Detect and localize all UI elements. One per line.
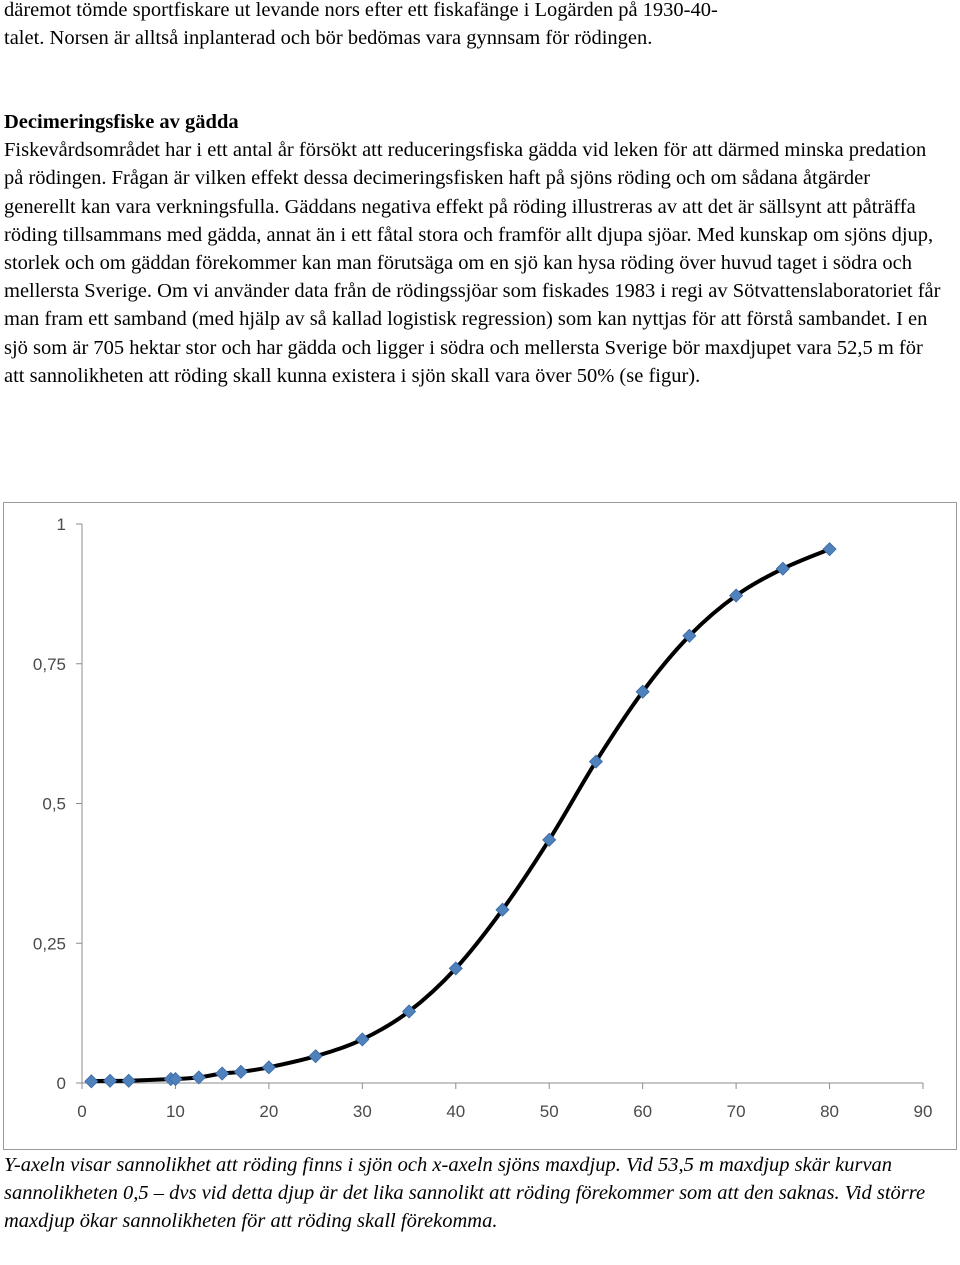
data-point-marker: [495, 902, 510, 917]
data-point-marker: [401, 1004, 417, 1019]
x-tick-label: 60: [633, 1102, 652, 1121]
data-point-marker: [729, 588, 744, 603]
x-tick-label: 50: [540, 1102, 559, 1121]
x-tick-label: 70: [727, 1102, 746, 1121]
data-point-marker: [355, 1032, 370, 1047]
x-tick-label: 80: [820, 1102, 839, 1121]
marker-layer: [84, 542, 837, 1089]
data-point-marker: [168, 1072, 183, 1087]
intro-line-1: däremot tömde sportfiskare ut levande no…: [4, 0, 718, 21]
x-tick-label: 10: [166, 1102, 185, 1121]
data-point-marker: [588, 754, 604, 769]
axes: [76, 523, 924, 1089]
y-tick-label: 0,25: [33, 934, 66, 953]
data-point-marker: [121, 1073, 136, 1088]
x-tick-label: 40: [446, 1102, 465, 1121]
data-point-marker: [84, 1074, 99, 1089]
x-tick-label: 90: [914, 1102, 933, 1121]
data-point-marker: [635, 684, 650, 699]
logistic-curve: [89, 547, 832, 1084]
y-tick-label: 0: [57, 1074, 66, 1093]
data-point-marker: [308, 1049, 323, 1064]
y-tick-label: 1: [57, 515, 66, 534]
data-point-marker: [448, 961, 463, 976]
curve-layer: [89, 547, 832, 1084]
section-heading: Decimeringsfiske av gädda: [4, 111, 239, 133]
intro-line-2: talet. Norsen är alltså inplanterad och …: [4, 27, 653, 50]
x-tick-label: 20: [259, 1102, 278, 1121]
section-text-d: Om vi använder data från de rödingssjöar…: [4, 280, 941, 331]
data-point-marker: [215, 1066, 230, 1081]
data-point-marker: [822, 542, 837, 557]
data-point-marker: [682, 628, 697, 643]
data-point-marker: [102, 1073, 118, 1088]
section-text-c: Med kunskap om sjöns djup, storlek och o…: [4, 223, 934, 303]
section-text-e: I en sjö som är 705 hektar stor och har …: [4, 308, 928, 387]
section-text-b: Frågan är vilken effekt dessa decimering…: [4, 167, 916, 246]
chart-frame: 0 0,25 0,5 0,75 1 0 10 20 30 40 50 60 70 80 90: [3, 502, 957, 1150]
data-point-marker: [261, 1060, 276, 1075]
x-tick-label: 30: [353, 1102, 372, 1121]
section-paragraph: Decimeringsfiske av gädda Fiskevårdsområ…: [4, 108, 944, 390]
figure-caption: Y-axeln visar sannolikhet att röding fin…: [4, 1154, 926, 1233]
intro-paragraph: däremot tömde sportfiskare ut levande no…: [4, 0, 944, 52]
y-tick-label: 0,5: [42, 795, 66, 814]
data-point-marker: [233, 1064, 248, 1079]
data-point-marker: [775, 561, 790, 576]
data-point-marker: [542, 832, 557, 847]
x-tick-label: 0: [77, 1102, 86, 1121]
y-tick-label: 0,75: [33, 655, 66, 674]
data-point-marker: [191, 1070, 206, 1085]
section-text-a: Fiskevårdsområdet har i ett antal år för…: [4, 139, 927, 190]
